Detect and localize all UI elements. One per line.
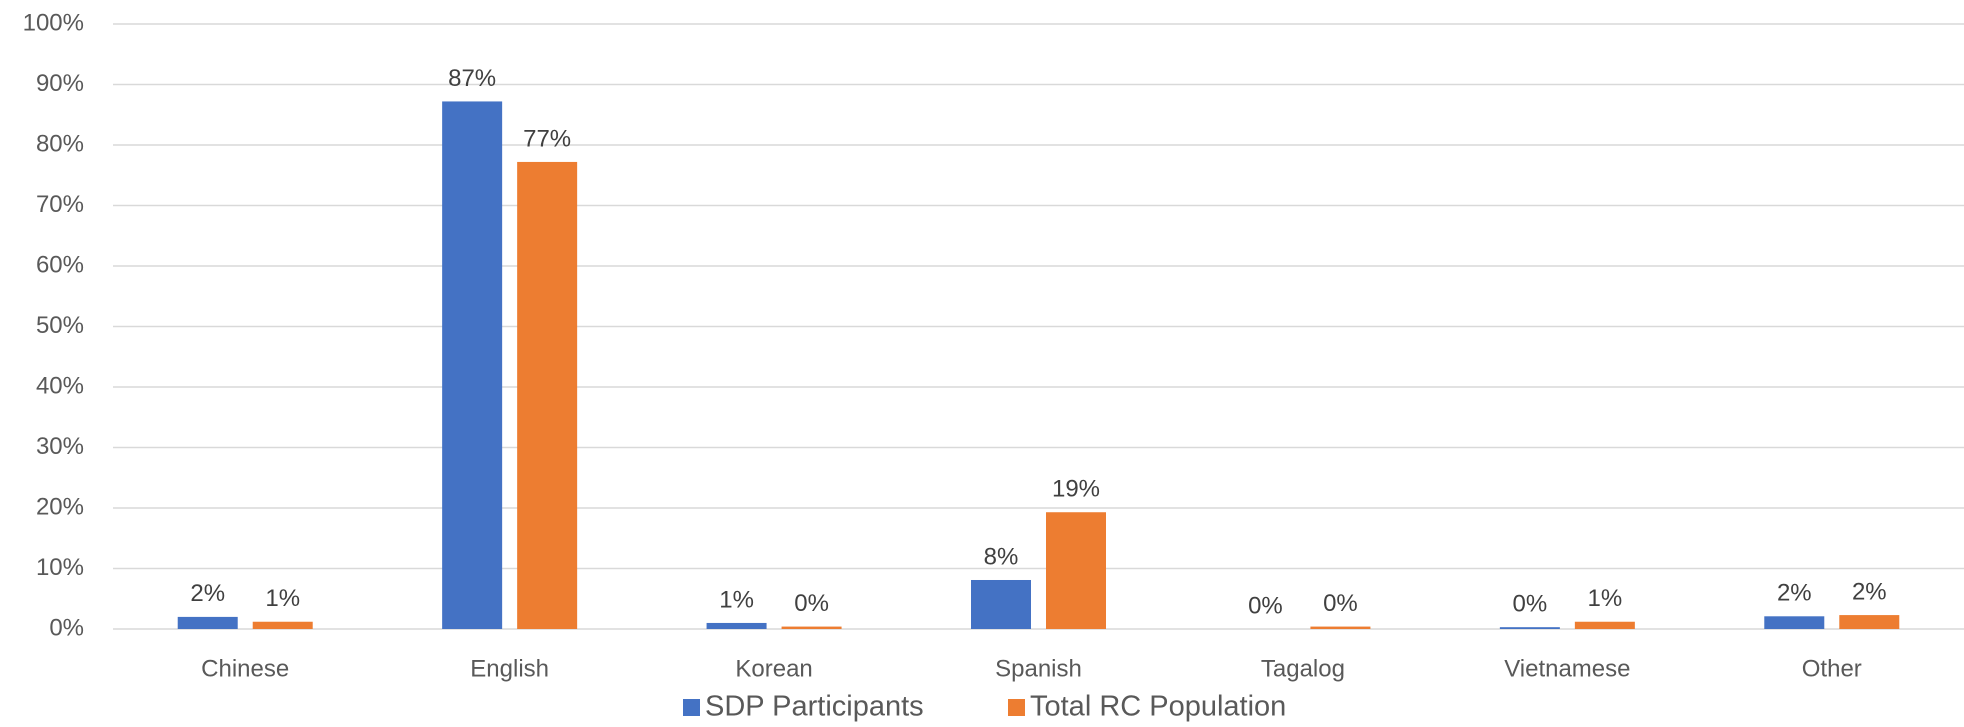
y-tick-label: 10%: [36, 554, 84, 581]
bar: [252, 621, 313, 629]
data-label: 2%: [1777, 580, 1812, 607]
y-tick-label: 20%: [36, 493, 84, 520]
bar: [1310, 626, 1371, 629]
data-label: 8%: [984, 543, 1019, 570]
bar: [971, 579, 1031, 629]
bar: [442, 101, 503, 629]
data-label: 2%: [1852, 578, 1887, 605]
bar: [1764, 616, 1825, 629]
bar: [517, 161, 578, 629]
data-label: 2%: [190, 580, 225, 607]
legend-swatch: [1008, 699, 1025, 716]
bar: [1499, 627, 1560, 629]
y-tick-label: 30%: [36, 433, 84, 460]
y-tick-label: 50%: [36, 312, 84, 339]
y-tick-label: 100%: [23, 9, 84, 36]
bar: [1574, 621, 1635, 629]
x-tick-label: Other: [1802, 655, 1862, 682]
x-tick-label: Korean: [735, 655, 812, 682]
x-tick-label: Chinese: [201, 655, 289, 682]
data-label: 87%: [448, 65, 496, 92]
data-label: 19%: [1052, 476, 1100, 503]
y-tick-label: 90%: [36, 70, 84, 97]
data-label: 1%: [1588, 585, 1623, 612]
x-tick-label: Vietnamese: [1504, 655, 1630, 682]
x-tick-label: Tagalog: [1261, 655, 1345, 682]
bar: [781, 626, 842, 629]
legend-label: SDP Participants: [705, 691, 924, 723]
y-tick-label: 0%: [49, 614, 84, 641]
bar: [706, 622, 767, 629]
data-label: 0%: [1248, 592, 1283, 619]
y-tick-label: 80%: [36, 130, 84, 157]
data-label: 1%: [719, 586, 754, 613]
x-tick-label: English: [470, 655, 549, 682]
y-tick-label: 70%: [36, 191, 84, 218]
legend-swatch: [683, 699, 700, 716]
bar: [1839, 615, 1900, 629]
legend-label: Total RC Population: [1030, 691, 1286, 723]
data-label: 0%: [1513, 591, 1548, 618]
data-label: 1%: [265, 585, 300, 612]
y-tick-label: 60%: [36, 251, 84, 278]
data-label: 0%: [1323, 590, 1358, 617]
data-label: 77%: [523, 125, 571, 152]
bar: [177, 616, 238, 629]
bar: [1046, 512, 1106, 629]
data-label: 0%: [794, 590, 829, 617]
x-tick-label: Spanish: [995, 655, 1082, 682]
y-tick-label: 40%: [36, 372, 84, 399]
